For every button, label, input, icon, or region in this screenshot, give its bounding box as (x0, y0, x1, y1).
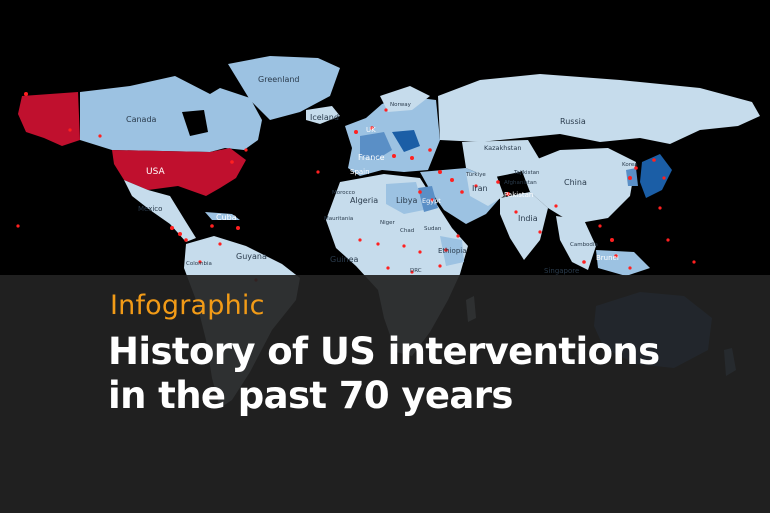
southeast-asia-region (556, 216, 596, 270)
label-cambodia: Cambodia (570, 242, 598, 248)
label-egypt: Egypt (422, 197, 441, 205)
title-line-1: History of US interventions (108, 330, 660, 373)
label-pakistan: Pakistan (504, 191, 533, 199)
label-mauritania: Mauritania (324, 216, 353, 222)
label-mexico: Mexico (138, 205, 162, 213)
central-asia-region (462, 140, 540, 178)
label-tajikistan: Tajikistan (513, 170, 540, 176)
label-sudan: Sudan (424, 226, 442, 232)
label-iran: Iran (472, 184, 488, 193)
label-ethiopia: Ethiopia (438, 247, 467, 255)
label-canada: Canada (126, 115, 157, 124)
label-cuba: Cuba (216, 213, 237, 222)
label-drc: DRC (410, 268, 422, 274)
label-algeria: Algeria (350, 196, 378, 205)
label-spain: Spain (350, 168, 370, 176)
label-singapore: Singapore (544, 267, 579, 275)
label-france: France (358, 153, 385, 162)
label-turkey: Türkiye (465, 172, 486, 178)
title-overlay (0, 275, 770, 513)
label-chad: Chad (400, 228, 414, 234)
label-india: India (518, 214, 538, 223)
label-colombia: Colombia (186, 261, 212, 267)
china-region (520, 148, 636, 224)
kicker-label: Infographic (110, 290, 265, 321)
page-title: History of US interventions in the past … (108, 330, 748, 418)
cuba-region (205, 212, 240, 220)
russia-region (438, 74, 760, 144)
label-kazakhstan: Kazakhstan (484, 144, 521, 152)
label-korea: Korea (622, 162, 638, 168)
label-iceland: Iceland (310, 113, 339, 122)
greenland-region (228, 56, 340, 120)
label-russia: Russia (560, 117, 586, 126)
label-brunei: Brunei (596, 254, 619, 262)
label-uk: UK (366, 126, 376, 134)
canada-region (80, 76, 262, 152)
japan-region (640, 154, 672, 198)
title-line-2: in the past 70 years (108, 374, 513, 417)
label-guyana: Guyana (236, 252, 267, 261)
label-niger: Niger (380, 220, 396, 226)
usa-region (112, 148, 246, 196)
alaska-region (18, 92, 80, 146)
label-morocco: Morocco (332, 190, 356, 196)
label-greenland: Greenland (258, 75, 300, 84)
label-norway: Norway (390, 102, 412, 108)
label-afghanistan: Afghanistan (504, 180, 537, 186)
label-libya: Libya (396, 196, 417, 205)
india-region (500, 192, 548, 260)
label-guinea: Guinea (330, 255, 358, 264)
iceland-region (306, 106, 340, 124)
label-usa: USA (146, 167, 165, 177)
mexico-region (124, 180, 196, 242)
label-china: China (564, 178, 587, 187)
intervention-markers (16, 92, 696, 282)
